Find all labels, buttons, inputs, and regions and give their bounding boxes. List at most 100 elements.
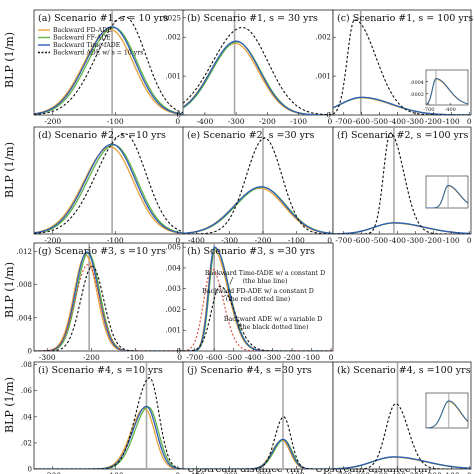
x-tick-label: -400: [445, 107, 456, 113]
x-tick-label: -200: [255, 471, 272, 474]
x-tick-label: 0: [467, 471, 472, 474]
x-tick-label: -200: [44, 471, 61, 474]
series-ff-ade: [34, 144, 184, 234]
series-time-fade: [426, 400, 468, 428]
panel-title: (c) Scenario #1, s = 100 yrs: [337, 13, 473, 24]
panel-d: -200 -100 0 (d) Scenario #2, s =10 yrs: [33, 126, 185, 245]
y-tick-label: .001: [165, 327, 181, 335]
x-tick-label: -300: [221, 236, 238, 245]
x-tick-label: 0: [177, 353, 182, 362]
x-tick-label: -600: [353, 236, 370, 245]
x-tick-label: -400: [389, 117, 406, 126]
inset-f: [425, 175, 469, 209]
x-tick-label: 0: [467, 117, 472, 126]
x-tick-label: -400: [389, 471, 406, 474]
y-tick-label: .004: [16, 314, 32, 322]
y-tick-label: .06: [21, 387, 33, 395]
plot-frame: [182, 361, 334, 470]
inset-c: -700 -400 .0004 .0002: [410, 69, 469, 113]
y-tick-label: .001: [165, 73, 181, 81]
x-tick-label: 0: [329, 353, 334, 362]
x-tick-label: -400: [389, 236, 406, 245]
x-tick-label: -300: [39, 353, 56, 362]
series-ade: [183, 137, 333, 234]
x-tick-label: -200: [259, 117, 276, 126]
x-tick-label: -300: [264, 353, 281, 362]
series-time-fade: [183, 186, 333, 234]
y-tick-label: .0025: [161, 14, 181, 22]
plot-frame: [425, 392, 469, 429]
y-axis-label: BLP (1/m): [3, 142, 16, 198]
x-tick-label: -400: [245, 353, 262, 362]
series-time-fade: [34, 251, 184, 351]
panel-title: (g) Scenario #3, s =10 yrs: [38, 246, 166, 257]
x-tick-label: -400: [188, 471, 205, 474]
panel-b: -400 -300 -200 -100 00.001.002.0025 (b) Scena…: [161, 9, 334, 126]
x-tick-label: -700: [186, 353, 203, 362]
x-tick-label: -700: [335, 471, 352, 474]
x-tick-label: -300: [407, 236, 424, 245]
x-tick-label: -500: [371, 236, 388, 245]
panel-title: (i) Scenario #4, s =10 yrs: [38, 365, 163, 376]
x-tick-label: -200: [44, 117, 61, 126]
annotation-text: (the black dotted line): [238, 324, 309, 331]
x-tick-label: 0: [175, 471, 180, 474]
panel-title: (a) Scenario #1, s = 10 yrs: [38, 13, 169, 24]
panel-title: (j) Scenario #4, s =30 yrs: [187, 365, 312, 376]
series-fd-ade: [34, 254, 184, 351]
series-fd-ade-constant-d: [183, 268, 333, 351]
series-time-fade: [333, 456, 471, 469]
legend-ff-ade: Backward FF-ADE: [53, 35, 111, 42]
panel-title: (f) Scenario #2, s =100 yrs: [337, 130, 468, 141]
panel-i: -200 -100 0 0 .02 .04 .06 .08 (i) Scenario #4, s…: [21, 361, 185, 474]
series-time-fade: [183, 246, 333, 351]
y-tick-label: 0: [327, 112, 331, 120]
series-ade: [183, 26, 333, 115]
legend-ade: Backward ADE w/ s = 10 yrs: [53, 50, 143, 57]
x-tick-label: -200: [255, 236, 272, 245]
y-tick-label: .001: [315, 73, 331, 81]
series-ade: [333, 403, 471, 469]
y-tick-label: 0: [177, 112, 181, 120]
panel-g: -300 -200 -100 00.004.008.012 (g) Scenario #…: [16, 242, 185, 362]
annotations: Backward Time-fADE w/ a constant D(the b…: [202, 270, 325, 331]
x-tick-label: 0: [327, 471, 332, 474]
x-tick-label: -100: [288, 471, 305, 474]
y-tick-label: .002: [165, 34, 181, 42]
y-axis-label: BLP (1/m): [3, 377, 16, 433]
plot-frame: [425, 175, 469, 209]
series-time-fade: [426, 78, 468, 105]
x-tick-label: -300: [228, 117, 245, 126]
series-time-fade: [34, 143, 184, 234]
plot-frame: [33, 9, 185, 116]
y-tick-label: 0: [177, 348, 181, 356]
y-tick-label: .002: [315, 34, 331, 42]
y-tick-label: .0002: [410, 92, 424, 98]
annotation-text: Backward FD-ADE w/ a constant D: [202, 288, 314, 295]
annotation-text: (the red dotted line): [226, 296, 290, 303]
x-tick-label: 0: [175, 236, 180, 245]
x-tick-label: -700: [423, 107, 434, 113]
plot-frame: [182, 126, 334, 235]
panel-h: -700 -600 -500 -400 -300 -200 -100 00.001.002.0…: [165, 242, 334, 362]
panel-a: -200 -100 0 (a) Scenario #1, s = 10 yrs: [33, 9, 185, 126]
y-tick-label: .012: [16, 248, 32, 256]
x-tick-label: -200: [425, 471, 442, 474]
series-ade: [183, 285, 333, 351]
y-tick-label: .004: [165, 264, 181, 272]
annotation-arrow: [222, 294, 227, 298]
series-time-fade: [426, 184, 468, 208]
series-ff-ade: [34, 27, 184, 115]
x-tick-label: -300: [407, 471, 424, 474]
x-tick-label: -100: [290, 117, 307, 126]
y-tick-label: .04: [21, 413, 33, 421]
series-ade: [183, 416, 333, 469]
inset-k: [425, 392, 469, 429]
panel-title: (e) Scenario #2, s =30 yrs: [187, 130, 315, 141]
legend-time-fade: Backward Time-fADE: [53, 42, 121, 49]
x-tick-label: -200: [284, 353, 301, 362]
series-time-fade: [333, 96, 471, 115]
annotation-text: Backward ADE w/ a variable D: [224, 316, 322, 323]
